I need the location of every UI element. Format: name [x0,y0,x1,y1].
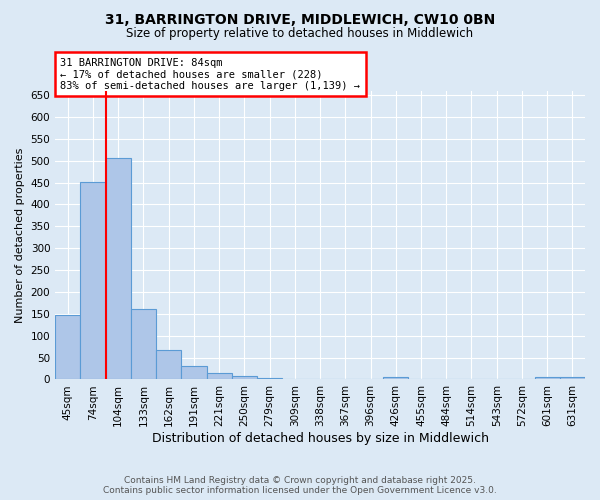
X-axis label: Distribution of detached houses by size in Middlewich: Distribution of detached houses by size … [152,432,488,445]
Text: Size of property relative to detached houses in Middlewich: Size of property relative to detached ho… [127,28,473,40]
Bar [131,310,156,380]
Bar [560,378,585,380]
Text: Contains HM Land Registry data © Crown copyright and database right 2025.
Contai: Contains HM Land Registry data © Crown c… [103,476,497,495]
Bar [383,378,409,380]
Bar [80,182,106,380]
Y-axis label: Number of detached properties: Number of detached properties [15,148,25,323]
Bar [181,366,206,380]
Bar [55,314,80,380]
Bar [535,378,560,380]
Bar [257,378,282,380]
Text: 31 BARRINGTON DRIVE: 84sqm
← 17% of detached houses are smaller (228)
83% of sem: 31 BARRINGTON DRIVE: 84sqm ← 17% of deta… [61,58,361,90]
Bar [106,158,131,380]
Bar [206,374,232,380]
Bar [156,350,181,380]
Bar [232,376,257,380]
Text: 31, BARRINGTON DRIVE, MIDDLEWICH, CW10 0BN: 31, BARRINGTON DRIVE, MIDDLEWICH, CW10 0… [105,12,495,26]
